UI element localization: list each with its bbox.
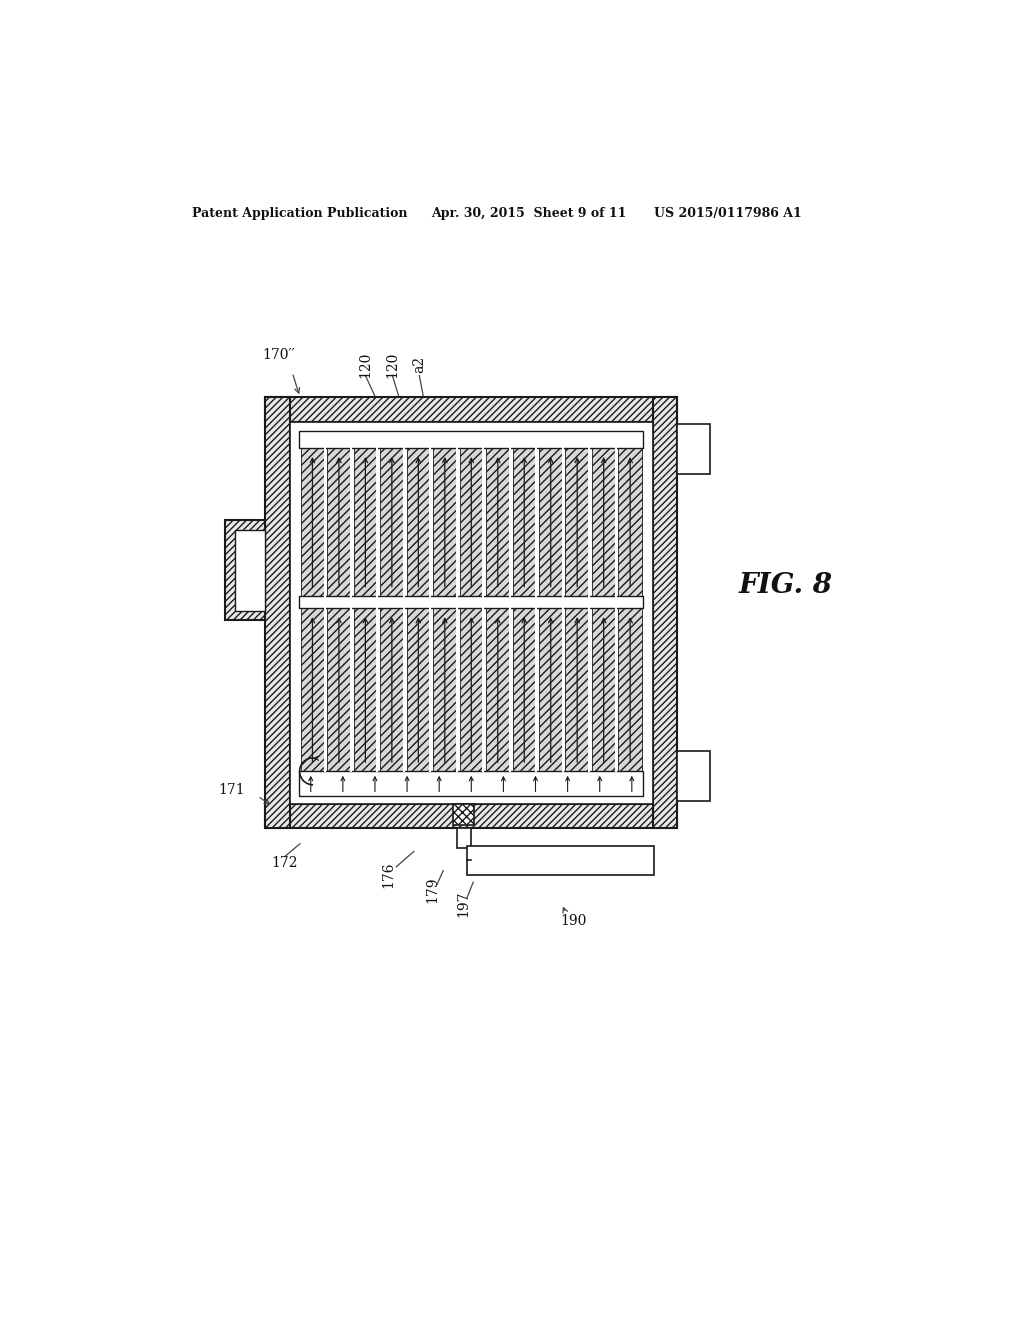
Polygon shape [513, 447, 536, 771]
Text: 176: 176 [382, 861, 395, 888]
Polygon shape [460, 447, 483, 771]
Text: a2: a2 [413, 356, 426, 374]
Text: 170′′: 170′′ [263, 347, 296, 362]
Polygon shape [301, 447, 325, 771]
Polygon shape [677, 751, 710, 801]
Polygon shape [618, 447, 642, 771]
Polygon shape [433, 447, 457, 771]
Polygon shape [353, 447, 377, 771]
Polygon shape [299, 771, 643, 796]
Polygon shape [299, 595, 643, 609]
Polygon shape [265, 804, 677, 829]
Polygon shape [299, 430, 643, 447]
Polygon shape [328, 447, 350, 771]
Text: Patent Application Publication: Patent Application Publication [193, 207, 408, 220]
Polygon shape [565, 447, 589, 771]
Polygon shape [457, 829, 470, 847]
Text: 120: 120 [385, 351, 399, 378]
Polygon shape [407, 447, 430, 771]
Polygon shape [467, 846, 654, 875]
Polygon shape [592, 447, 615, 771]
Text: Apr. 30, 2015  Sheet 9 of 11: Apr. 30, 2015 Sheet 9 of 11 [431, 207, 627, 220]
Polygon shape [486, 447, 510, 771]
Polygon shape [380, 447, 403, 771]
Text: 171: 171 [218, 783, 245, 797]
Text: US 2015/0117986 A1: US 2015/0117986 A1 [654, 207, 802, 220]
Polygon shape [265, 397, 290, 829]
Text: 120: 120 [358, 351, 373, 378]
Text: 179: 179 [425, 876, 439, 903]
Polygon shape [539, 447, 562, 771]
Polygon shape [225, 520, 265, 620]
Polygon shape [453, 804, 474, 825]
Polygon shape [290, 422, 652, 804]
Text: 172: 172 [271, 855, 298, 870]
Text: 190: 190 [560, 913, 587, 928]
Polygon shape [652, 397, 677, 829]
Polygon shape [234, 529, 265, 611]
Text: 197: 197 [457, 891, 470, 917]
Polygon shape [677, 424, 710, 474]
Text: FIG. 8: FIG. 8 [739, 573, 833, 599]
Polygon shape [265, 397, 677, 422]
